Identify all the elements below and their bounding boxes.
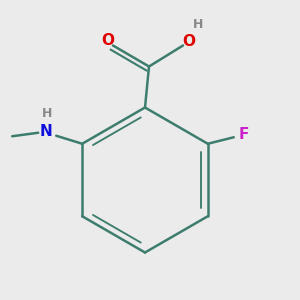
Text: N: N [40,124,52,139]
Text: H: H [193,18,203,31]
Text: F: F [238,127,249,142]
Text: O: O [101,33,115,48]
Text: H: H [41,107,52,120]
Text: O: O [182,34,196,49]
